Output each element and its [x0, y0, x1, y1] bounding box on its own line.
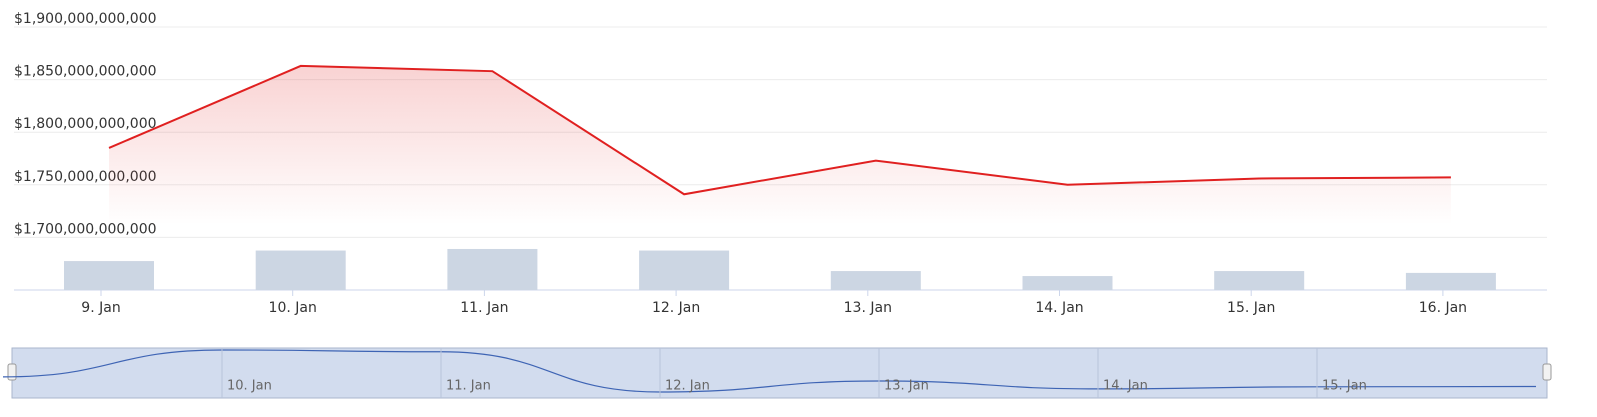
nav-handle[interactable]: [7, 363, 17, 381]
volume-bar: [1022, 276, 1113, 290]
x-tick-label: 15. Jan: [1227, 300, 1275, 316]
volume-bar: [447, 248, 538, 290]
volume-bar: [1214, 271, 1305, 290]
navigator-label: 10. Jan: [227, 379, 272, 394]
x-tick-label: 11. Jan: [460, 300, 508, 316]
volume-bar: [1405, 272, 1496, 290]
x-tick-label: 10. Jan: [269, 300, 317, 316]
navigator-label: 12. Jan: [665, 379, 710, 394]
volume-bar: [830, 271, 921, 290]
navigator-label: 15. Jan: [1322, 379, 1367, 394]
x-tick-label: 9. Jan: [81, 300, 120, 316]
x-tick-label: 13. Jan: [844, 300, 892, 316]
navigator-label: 14. Jan: [1103, 379, 1148, 394]
navigator[interactable]: [11, 347, 1548, 399]
x-tick-label: 14. Jan: [1035, 300, 1083, 316]
y-tick-label: $1,850,000,000,000: [14, 64, 157, 80]
nav-handle[interactable]: [1542, 363, 1552, 381]
volume-bar: [255, 250, 346, 290]
volume-bar: [64, 261, 154, 290]
volume-bar: [639, 250, 730, 290]
y-tick-label: $1,800,000,000,000: [14, 116, 157, 132]
y-tick-label: $1,900,000,000,000: [14, 11, 157, 27]
x-tick-label: 12. Jan: [652, 300, 700, 316]
navigator-label: 13. Jan: [884, 379, 929, 394]
navigator-label: 11. Jan: [446, 379, 491, 394]
y-tick-label: $1,700,000,000,000: [14, 221, 157, 237]
navigator-line: [2, 349, 1537, 393]
x-tick-label: 16. Jan: [1419, 300, 1467, 316]
line: [108, 64, 1451, 196]
area: [109, 65, 1451, 225]
